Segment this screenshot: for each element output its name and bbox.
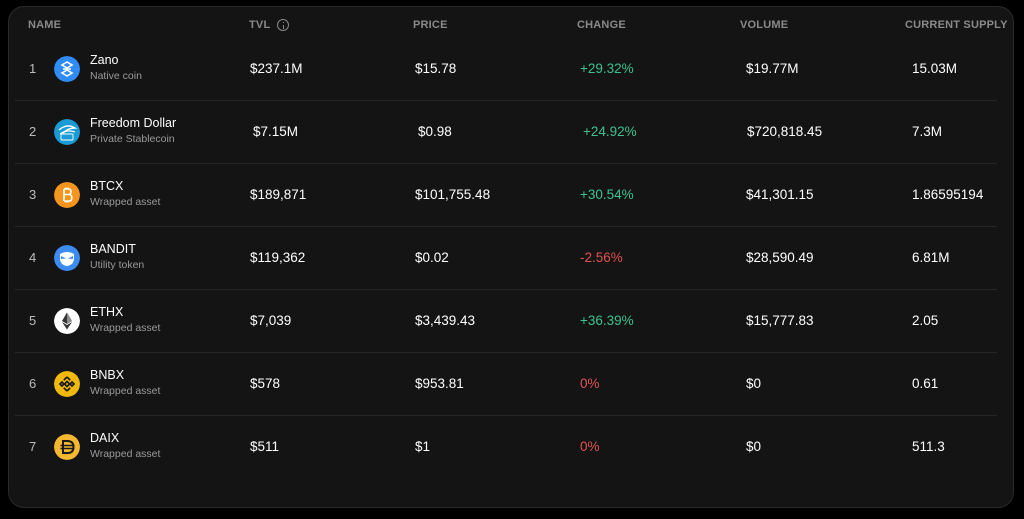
dai-icon xyxy=(54,434,80,460)
row-rank: 3 xyxy=(29,187,37,202)
bitcoin-icon xyxy=(54,182,80,208)
volume-value: $41,301.15 xyxy=(746,187,814,202)
table-row[interactable]: 5 ETHX Wrapped asset $7,039 $3,439.43 +36.39%… xyxy=(9,290,1013,353)
price-value: $1 xyxy=(415,439,431,454)
coin-subtitle: Private Stablecoin xyxy=(90,133,175,145)
coin-name[interactable]: DAIX xyxy=(90,431,120,445)
table-header: NAME TVL PRICE CHANGE VOLUME CURRENT SUP… xyxy=(9,7,1013,45)
change-value: +24.92% xyxy=(583,124,637,139)
row-divider xyxy=(15,163,997,164)
row-rank: 2 xyxy=(29,124,37,139)
header-tvl[interactable]: TVL xyxy=(249,19,290,31)
tvl-value: $7.15M xyxy=(253,124,299,139)
token-table-panel: NAME TVL PRICE CHANGE VOLUME CURRENT SUP… xyxy=(8,6,1014,508)
price-value: $3,439.43 xyxy=(415,313,476,328)
tvl-value: $7,039 xyxy=(250,313,292,328)
header-name-label: NAME xyxy=(28,19,62,31)
row-rank: 5 xyxy=(29,313,37,328)
change-value: 0% xyxy=(580,376,600,391)
supply-value: 7.3M xyxy=(912,124,943,139)
price-value: $0.98 xyxy=(418,124,452,139)
supply-value: 0.61 xyxy=(912,376,939,391)
coin-name[interactable]: BTCX xyxy=(90,179,124,193)
table-row[interactable]: 3 BTCX Wrapped asset $189,871 $101,755.48 +30… xyxy=(9,164,1013,227)
table-row[interactable]: 2 Freedom Dollar Private Stablecoin $7.15M $… xyxy=(9,101,1013,164)
change-value: -2.56% xyxy=(580,250,623,265)
volume-value: $19.77M xyxy=(746,61,799,76)
tvl-value: $189,871 xyxy=(250,187,307,202)
coin-name[interactable]: BANDIT xyxy=(90,242,136,256)
header-price[interactable]: PRICE xyxy=(413,19,448,31)
ethereum-icon xyxy=(54,308,80,334)
supply-value: 2.05 xyxy=(912,313,939,328)
coin-subtitle: Wrapped asset xyxy=(90,385,161,397)
tvl-value: $237.1M xyxy=(250,61,303,76)
coin-subtitle: Native coin xyxy=(90,70,142,82)
bandit-icon xyxy=(54,245,80,271)
header-name[interactable]: NAME xyxy=(28,19,61,31)
price-value: $15.78 xyxy=(415,61,457,76)
row-divider xyxy=(15,352,997,353)
row-rank: 4 xyxy=(29,250,37,265)
header-change-label: CHANGE xyxy=(577,19,626,31)
tvl-value: $511 xyxy=(250,439,280,454)
volume-value: $720,818.45 xyxy=(747,124,823,139)
tvl-value: $578 xyxy=(250,376,281,391)
coin-name[interactable]: BNBX xyxy=(90,368,125,382)
volume-value: $0 xyxy=(746,439,762,454)
change-value: +30.54% xyxy=(580,187,634,202)
row-divider xyxy=(15,226,997,227)
tvl-value: $119,362 xyxy=(250,250,306,265)
bnb-icon xyxy=(54,371,80,397)
price-value: $101,755.48 xyxy=(415,187,491,202)
coin-subtitle: Wrapped asset xyxy=(90,448,161,460)
table-row[interactable]: 7 DAIX Wrapped asset $511 $1 0% $0 511.3 xyxy=(9,416,1013,479)
freedom-dollar-icon xyxy=(54,119,80,145)
change-value: +36.39% xyxy=(580,313,634,328)
coin-subtitle: Utility token xyxy=(90,259,145,271)
coin-subtitle: Wrapped asset xyxy=(90,196,161,208)
volume-value: $0 xyxy=(746,376,762,391)
table-row[interactable]: 6 BNBX Wrapped asset $578 $953.81 0% $0 0.61 xyxy=(9,353,1013,416)
header-tvl-label: TVL xyxy=(249,19,271,31)
supply-value: 15.03M xyxy=(912,61,958,76)
price-value: $0.02 xyxy=(415,250,449,265)
table-row[interactable]: 4 BANDIT Utility token $119,362 $0.02 -2.56% $… xyxy=(9,227,1013,290)
supply-value: 6.81M xyxy=(912,250,950,265)
coin-subtitle: Wrapped asset xyxy=(90,322,161,334)
change-value: +29.32% xyxy=(580,61,634,76)
coin-name[interactable]: Zano xyxy=(90,53,119,67)
row-rank: 7 xyxy=(29,439,37,454)
info-icon[interactable] xyxy=(277,19,290,31)
coin-name[interactable]: ETHX xyxy=(90,305,124,319)
change-value: 0% xyxy=(580,439,600,454)
volume-value: $28,590.49 xyxy=(746,250,814,265)
header-supply[interactable]: CURRENT SUPPLY xyxy=(905,19,1008,31)
row-divider xyxy=(15,100,997,101)
row-rank: 6 xyxy=(29,376,37,391)
header-volume[interactable]: VOLUME xyxy=(740,19,788,31)
header-supply-label: CURRENT SUPPLY xyxy=(905,19,1008,31)
header-price-label: PRICE xyxy=(413,19,448,31)
row-rank: 1 xyxy=(29,61,37,76)
header-change[interactable]: CHANGE xyxy=(577,19,626,31)
zano-icon xyxy=(54,56,80,82)
price-value: $953.81 xyxy=(415,376,464,391)
supply-value: 1.86595194 xyxy=(912,187,984,202)
coin-name[interactable]: Freedom Dollar xyxy=(90,116,177,130)
header-volume-label: VOLUME xyxy=(740,19,789,31)
supply-value: 511.3 xyxy=(912,439,945,454)
row-divider xyxy=(15,415,997,416)
row-divider xyxy=(15,289,997,290)
table-row[interactable]: 1 Zano Native coin $237.1M $15.78 +29.32% $19.… xyxy=(9,38,1013,101)
volume-value: $15,777.83 xyxy=(746,313,814,328)
